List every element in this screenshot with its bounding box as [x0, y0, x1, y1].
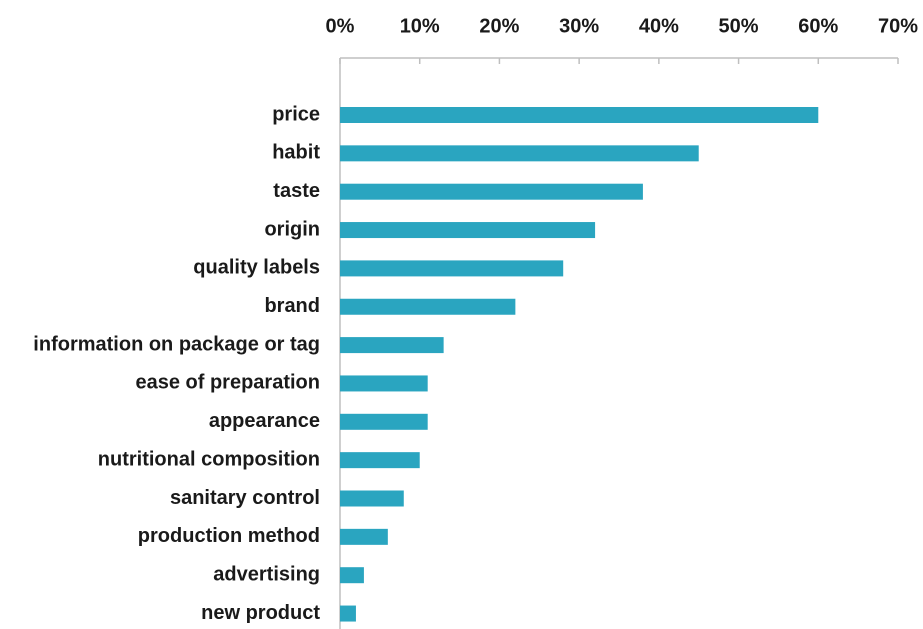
bar: [340, 298, 516, 315]
x-axis-ticks: 0% 10% 20% 30% 40% 50% 60% 70%: [326, 15, 918, 64]
bar: [340, 528, 388, 545]
category-label: taste: [273, 180, 320, 202]
x-tick-label: 60%: [798, 15, 838, 37]
bar: [340, 145, 699, 162]
bar: [340, 452, 420, 469]
x-tick-label: 40%: [639, 15, 679, 37]
bars: [340, 107, 819, 622]
x-tick-label: 30%: [559, 15, 599, 37]
category-label: price: [272, 103, 320, 125]
category-label: new product: [201, 602, 320, 624]
bar: [340, 413, 428, 430]
bar: [340, 107, 819, 123]
category-label: habit: [272, 142, 320, 164]
category-label: quality labels: [193, 257, 320, 279]
category-label: information on package or tag: [33, 333, 320, 355]
category-label: brand: [264, 295, 320, 317]
bar: [340, 490, 404, 507]
category-labels: price habit taste origin quality labels brand…: [33, 103, 320, 624]
category-label: origin: [264, 218, 320, 240]
x-tick-label: 20%: [479, 15, 519, 37]
x-tick-label: 70%: [878, 15, 918, 37]
category-label: nutritional composition: [98, 448, 320, 470]
category-label: sanitary control: [170, 487, 320, 509]
x-tick-label: 50%: [719, 15, 759, 37]
category-label: appearance: [209, 410, 320, 432]
x-tick-label: 10%: [400, 15, 440, 37]
bar: [340, 183, 643, 200]
category-label: advertising: [213, 563, 320, 585]
category-label: ease of preparation: [135, 372, 320, 394]
bar: [340, 337, 444, 354]
bar: [340, 260, 564, 277]
category-label: production method: [138, 525, 320, 547]
bar: [340, 605, 356, 622]
x-tick-label: 0%: [326, 15, 355, 37]
bar: [340, 222, 596, 239]
bar: [340, 567, 364, 584]
bar: [340, 375, 428, 392]
